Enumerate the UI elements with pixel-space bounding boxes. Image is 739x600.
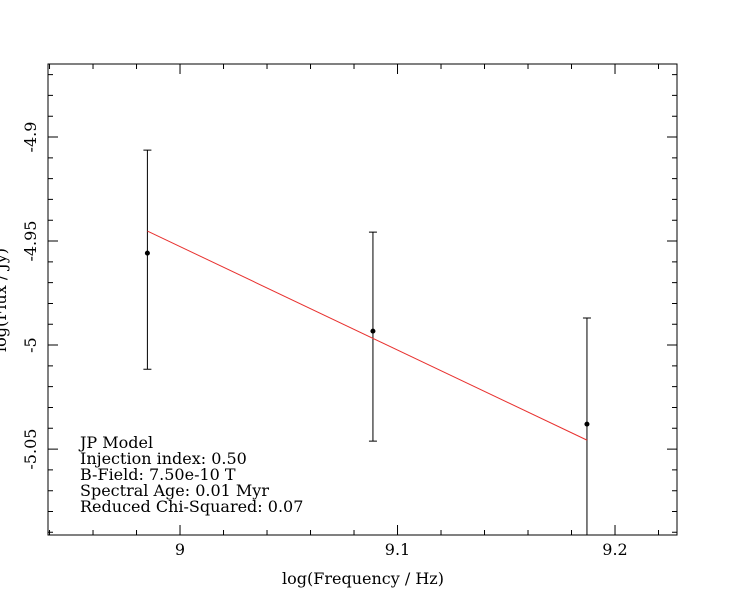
x-tick-label: 9.2 <box>602 540 627 559</box>
data-point <box>370 328 376 334</box>
y-tick-label: -5 <box>21 337 40 353</box>
annotation: B-Field: 7.50e-10 T <box>80 465 236 484</box>
y-tick-label: -4.95 <box>21 221 40 262</box>
y-tick-label: -4.9 <box>21 122 40 153</box>
fit-line <box>147 230 588 441</box>
error-bar-lower <box>143 253 152 370</box>
error-bar-lower <box>368 331 377 442</box>
plot-area <box>143 149 591 535</box>
error-bar-lower <box>586 424 588 535</box>
x-axis-label: log(Frequency / Hz) <box>282 569 444 588</box>
error-bar-upper <box>143 149 152 254</box>
data-point <box>144 250 150 256</box>
annotation: Injection index: 0.50 <box>80 449 247 468</box>
error-bar-upper <box>368 231 377 332</box>
y-tick-label: -5.05 <box>21 429 40 470</box>
error-bar-upper <box>582 317 591 425</box>
plot-frame <box>47 63 678 536</box>
annotation: JP Model <box>78 433 153 452</box>
y-axis-label: log(Flux / Jy) <box>0 248 10 352</box>
x-tick-label: 9 <box>175 540 185 559</box>
x-tick-label: 9.1 <box>385 540 410 559</box>
data-point <box>584 421 590 427</box>
annotation: Spectral Age: 0.01 Myr <box>80 481 269 500</box>
annotation: Reduced Chi-Squared: 0.07 <box>80 497 303 516</box>
